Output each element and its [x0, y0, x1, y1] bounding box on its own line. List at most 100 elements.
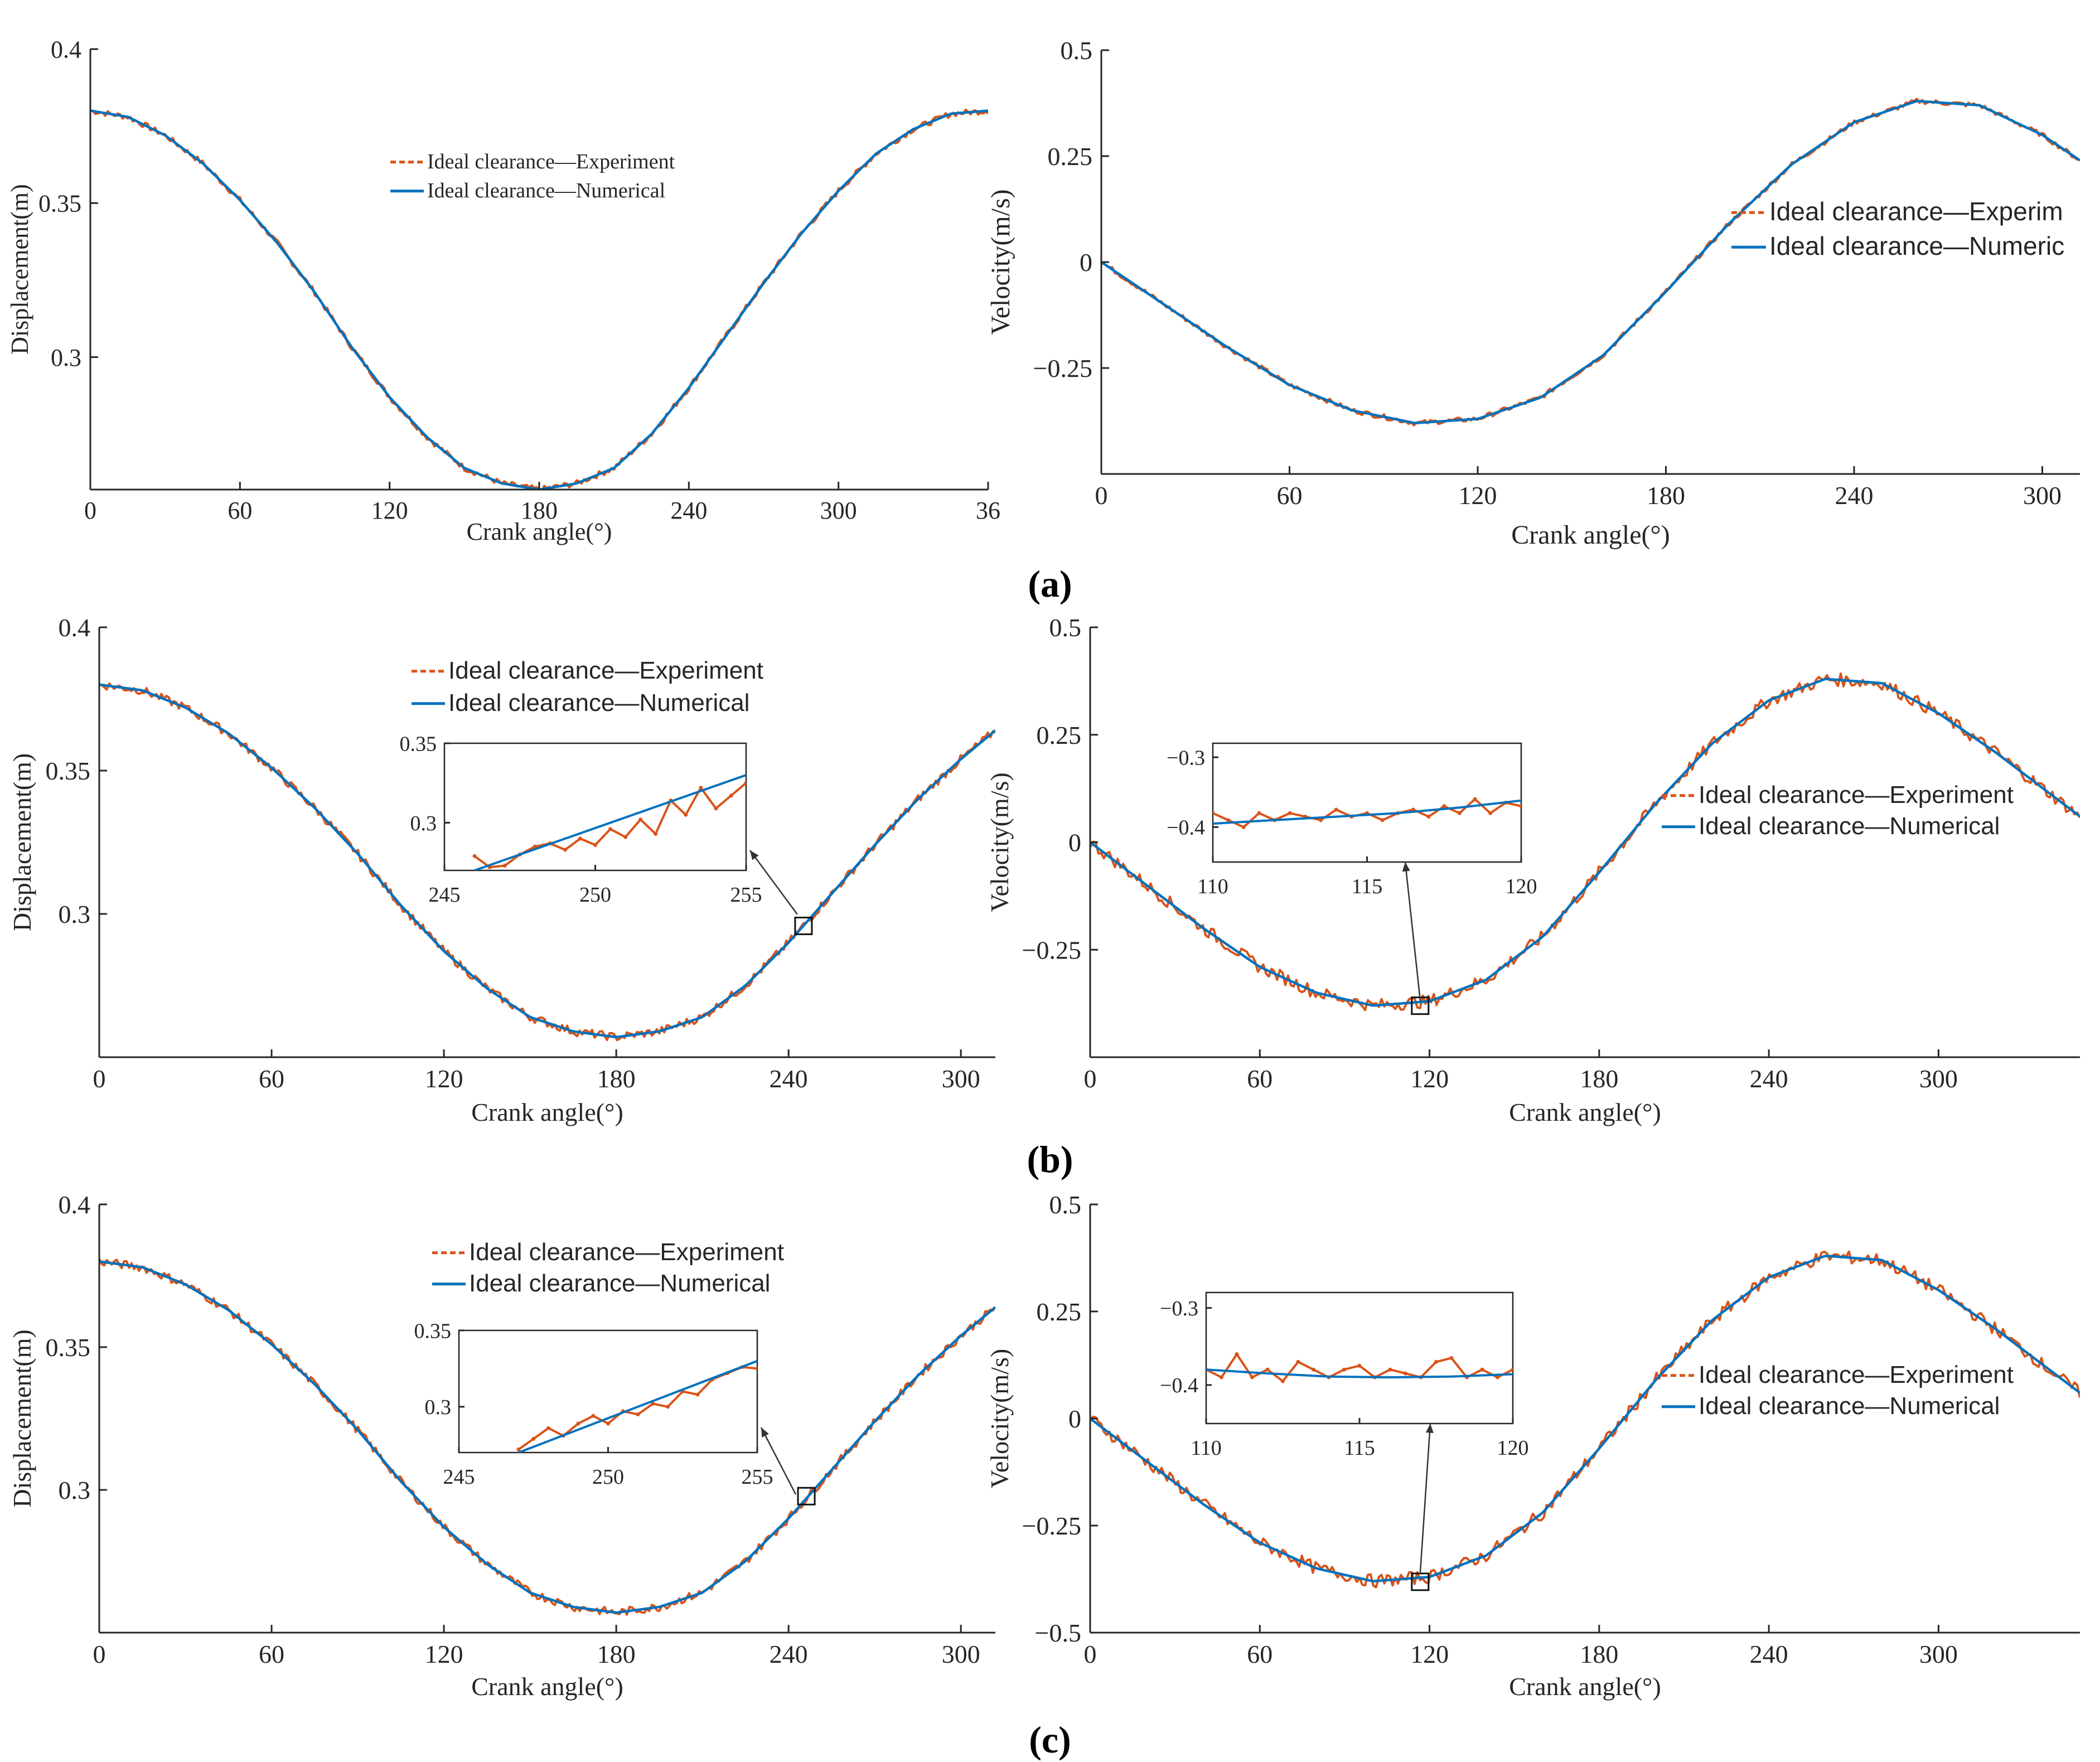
inset-series-numerical-line: [1206, 1368, 1513, 1379]
inset-plot-area: [1213, 797, 1521, 829]
zoom-arrow-head: [1425, 1424, 1434, 1434]
legend-label-numerical: Ideal clearance—Numerical: [1699, 812, 2000, 840]
series-experiment-line: [99, 1258, 995, 1616]
y-tick-label: 0.25: [1048, 142, 1093, 171]
x-tick-label: 60: [228, 497, 252, 524]
inset-x-tick-label: 115: [1352, 875, 1383, 898]
chart-b-left: 0 60 120 180 240 300 0.3 0.35 0.4 Crank angle(°) D…: [8, 613, 995, 1126]
inset: 110 115 120 −0.4 −0.3: [1167, 742, 1537, 1015]
x-tick-label: 36: [976, 497, 1000, 524]
legend-label-experiment: Ideal clearance—Experiment: [1699, 781, 2014, 809]
inset-y-tick-label: −0.3: [1167, 746, 1205, 769]
plot-area: [99, 1258, 995, 1616]
inset-experiment-point: [1281, 1379, 1285, 1383]
y-tick-label: 0.25: [1037, 1298, 1082, 1326]
y-tick-label: −0.25: [1033, 354, 1092, 383]
inset-experiment-point: [1342, 1367, 1346, 1372]
inset-x-tick-label: 115: [1344, 1436, 1375, 1460]
inset-experiment-point: [666, 1405, 670, 1409]
legend-label-experiment: Ideal clearance—Experiment: [469, 1238, 784, 1266]
inset-experiment-point: [1220, 1375, 1223, 1379]
y-axis-title: Velocity(m/s): [985, 1349, 1014, 1488]
inset-x-tick-label: 250: [579, 883, 611, 907]
inset-experiment-point: [1473, 797, 1477, 801]
inset-plot-area: [472, 774, 746, 870]
inset-experiment-point: [546, 1426, 550, 1430]
x-tick-label: 300: [1919, 1064, 1958, 1093]
series-numerical-line: [99, 683, 995, 1039]
legend-label-numerical: Ideal clearance—Numerical: [448, 689, 749, 717]
panel-label-c: (c): [1029, 1719, 1071, 1761]
inset-experiment-point: [1288, 811, 1292, 815]
x-tick-label: 300: [1919, 1640, 1958, 1668]
x-tick-label: 120: [1410, 1640, 1449, 1668]
legend-label-numerical: Ideal clearance—Numerical: [1699, 1392, 2000, 1420]
x-tick-label: 120: [425, 1640, 463, 1668]
inset-experiment-point: [651, 1401, 655, 1406]
legend: Ideal clearance—Experiment Ideal clearanc…: [1662, 1361, 2014, 1420]
plot-area: [1090, 672, 2080, 1011]
x-tick-label: 300: [2023, 481, 2062, 510]
x-tick-label: 60: [1277, 481, 1303, 510]
inset-experiment-point: [593, 843, 597, 847]
x-tick-label: 0: [1084, 1640, 1097, 1668]
inset-experiment-point: [516, 1448, 521, 1452]
chart-a-left: 0 60 120 180 240 300 36 0.3 0.35 0.4 Crank angle(°…: [6, 36, 1000, 545]
inset-series-numerical-line: [518, 1359, 757, 1453]
inset-experiment-point: [699, 786, 703, 790]
y-tick-label: 0: [1080, 248, 1092, 277]
inset-y-tick-label: −0.3: [1160, 1297, 1198, 1320]
plot-area: [1090, 1250, 2080, 1589]
inset-experiment-point: [606, 1421, 610, 1426]
x-tick-label: 120: [1459, 481, 1497, 510]
zoom-region-box: [794, 917, 813, 936]
y-tick-label: 0.4: [51, 36, 81, 63]
x-tick-label: 0: [1095, 481, 1108, 510]
x-tick-label: 180: [1580, 1640, 1618, 1668]
inset-experiment-point: [1426, 815, 1431, 819]
legend: Ideal clearance—Experiment Ideal clearanc…: [390, 150, 675, 202]
legend-label-experiment: Ideal clearance—Experim: [1769, 197, 2063, 226]
inset-experiment-point: [684, 812, 688, 817]
inset-experiment-point: [636, 1412, 640, 1417]
inset-experiment-point: [1334, 807, 1338, 812]
panel-label-a: (a): [1028, 563, 1072, 605]
inset-frame: [1205, 1291, 1514, 1425]
chart-b-right: 0 60 120 180 240 300 −0.25 0 0.25 0.5 Crank angle(…: [985, 613, 2080, 1126]
x-axis-title: Crank angle(°): [1509, 1672, 1661, 1701]
x-tick-label: 180: [1647, 481, 1685, 510]
inset-experiment-point: [1296, 1359, 1300, 1364]
chart-c-right: 0 60 120 180 240 300 −0.5 −0.25 0 0.25 0.5 Crank an…: [985, 1190, 2080, 1701]
x-axis-title: Crank angle(°): [471, 1672, 623, 1701]
y-axis-title: Velocity(m/s): [985, 772, 1014, 912]
legend-label-experiment: Ideal clearance—Experiment: [427, 150, 675, 173]
series-numerical-line: [90, 109, 988, 490]
inset-experiment-point: [1434, 1359, 1438, 1364]
inset-y-tick-label: 0.35: [414, 1319, 452, 1343]
x-tick-label: 180: [597, 1640, 636, 1668]
x-tick-label: 240: [1750, 1064, 1788, 1093]
inset-experiment-point: [695, 1392, 700, 1397]
inset-experiment-point: [1357, 1363, 1362, 1368]
inset-experiment-point: [1241, 825, 1246, 829]
inset-experiment-point: [1312, 1367, 1315, 1372]
x-tick-label: 0: [93, 1064, 106, 1093]
y-tick-label: −0.5: [1035, 1619, 1081, 1647]
chart-a-right: 0 60 120 180 240 300 −0.25 0 0.25 0.5 Crank angle(…: [986, 36, 2080, 550]
y-axis-title: Velocity(m/s): [986, 189, 1015, 335]
inset-experiment-point: [1496, 1375, 1499, 1379]
x-tick-label: 0: [1084, 1064, 1097, 1093]
x-axis-title: Crank angle(°): [1509, 1098, 1661, 1126]
inset-experiment-point: [755, 1366, 757, 1371]
inset-x-tick-label: 255: [742, 1465, 773, 1489]
inset-experiment-point: [1511, 1367, 1513, 1372]
inset: 245 250 255 0.3 0.35: [400, 732, 813, 936]
x-tick-label: 0: [93, 1640, 106, 1668]
x-tick-label: 300: [942, 1640, 980, 1668]
inset-x-tick-label: 110: [1191, 1436, 1222, 1460]
inset-experiment-point: [1457, 811, 1462, 815]
inset-y-tick-label: −0.4: [1160, 1374, 1198, 1397]
series-experiment-line: [99, 682, 995, 1042]
inset-x-tick-label: 120: [1497, 1436, 1529, 1460]
y-tick-label: 0.25: [1037, 721, 1082, 749]
